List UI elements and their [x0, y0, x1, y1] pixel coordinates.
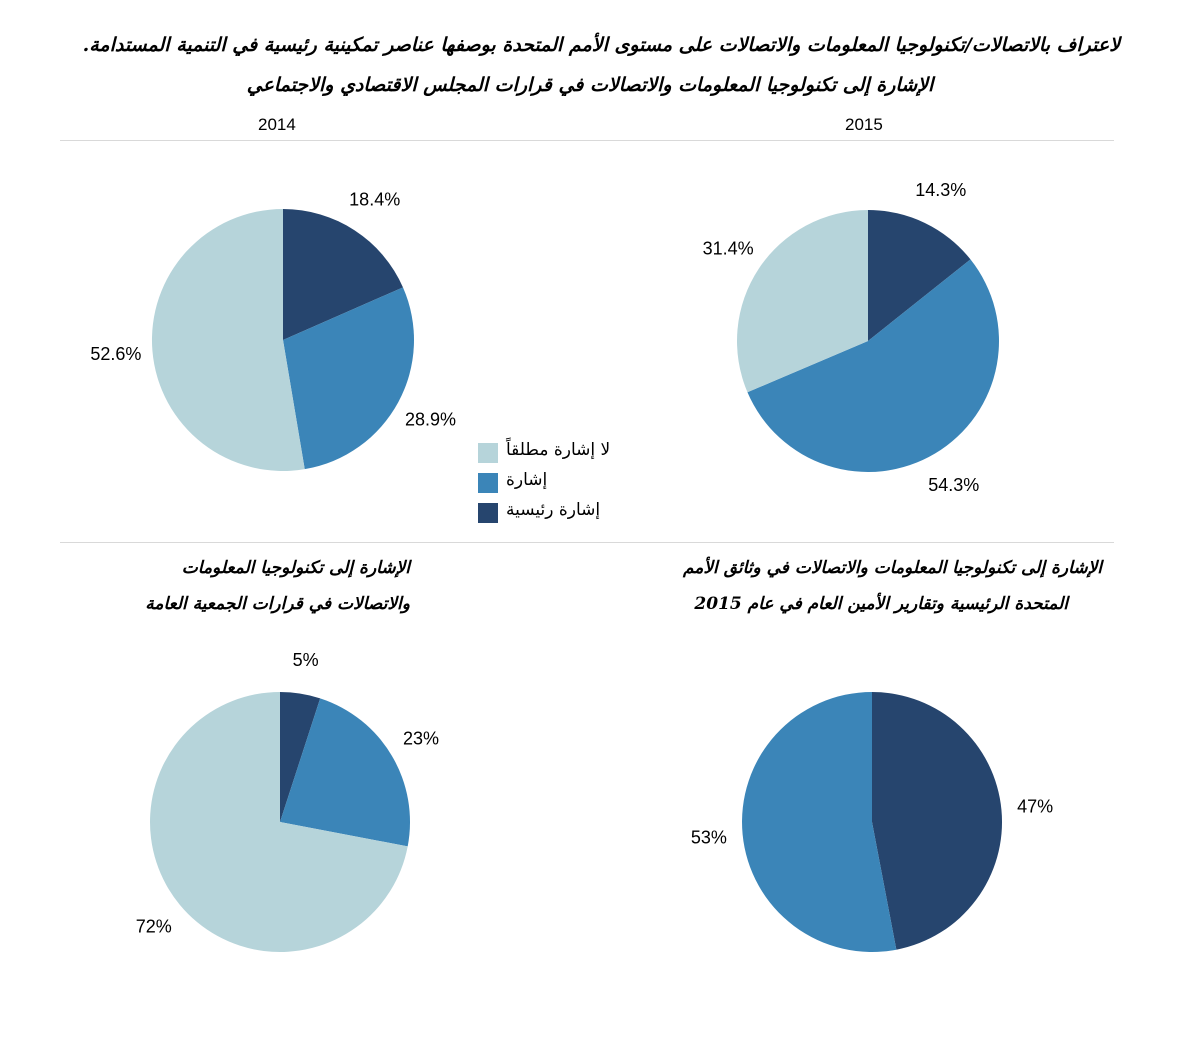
pie-slice-label: 47% [1017, 797, 1053, 817]
subtitle-un-documents: الإشارة إلى تكنولوجيا المعلومات والاتصال… [640, 550, 1102, 622]
subtitle-un-documents-line2: المتحدة الرئيسية وتقارير الأمين العام في… [694, 594, 1068, 614]
pie-slice [742, 692, 897, 953]
legend: لا إشارة مطلقاً إشارة إشارة رئيسية [478, 440, 638, 530]
legend-item-mention: إشارة [478, 470, 638, 500]
pie-slice-label: 23% [403, 729, 439, 749]
pie-2015: 14.3% 54.3% 31.4% [703, 180, 1000, 495]
legend-swatch-mention [478, 473, 498, 493]
pie-slice-label: 28.9% [405, 410, 456, 430]
legend-item-none: لا إشارة مطلقاً [478, 440, 638, 470]
legend-label-key: إشارة رئيسية [506, 500, 601, 520]
year-label-2014: 2014 [258, 115, 296, 134]
subtitle-general-assembly: الإشارة إلى تكنولوجيا المعلومات والاتصال… [140, 550, 410, 622]
pie-slice-label: 72% [136, 916, 172, 936]
pie-slice-label: 52.6% [90, 344, 141, 364]
chart-title-line1: لاعتراف بالاتصالات/تكنولوجيا المعلومات و… [82, 34, 1120, 56]
pie-slice-label: 5% [293, 650, 319, 670]
legend-item-key: إشارة رئيسية [478, 500, 638, 530]
pie-slice [283, 209, 403, 340]
pie-slice-label: 18.4% [349, 190, 400, 210]
pie-slice [151, 209, 305, 472]
pie-slice-label: 14.3% [915, 180, 966, 200]
divider-middle [60, 542, 1114, 543]
pie-slice [280, 698, 411, 847]
legend-swatch-none [478, 443, 498, 463]
subtitle-general-assembly-line2: والاتصالات في قرارات الجمعية العامة [145, 594, 410, 614]
pie-slice [150, 692, 408, 952]
legend-label-none: لا إشارة مطلقاً [506, 440, 611, 460]
year-label-2015: 2015 [845, 115, 883, 134]
pie-slice [283, 287, 414, 470]
pie-slice [872, 692, 1003, 950]
pie-slice [737, 209, 868, 393]
pie-slice-label: 54.3% [928, 475, 979, 495]
pie-2014: 18.4% 28.9% 52.6% [90, 190, 456, 472]
pie-slice [280, 692, 321, 822]
pie-slice [868, 210, 971, 341]
pie-slice [747, 259, 1000, 472]
legend-swatch-key [478, 503, 498, 523]
subtitle-general-assembly-line1: الإشارة إلى تكنولوجيا المعلومات [181, 558, 410, 578]
legend-label-mention: إشارة [506, 470, 548, 490]
chart-title-line2: الإشارة إلى تكنولوجيا المعلومات والاتصال… [246, 74, 934, 96]
pie-slice-label: 53% [691, 827, 727, 847]
pie-general-assembly: 5% 23% 72% [136, 650, 439, 952]
divider-top [60, 140, 1114, 141]
subtitle-un-documents-line1: الإشارة إلى تكنولوجيا المعلومات والاتصال… [682, 558, 1102, 578]
pie-slice-label: 31.4% [703, 239, 754, 259]
pie-un-documents: 47% 53% [691, 692, 1053, 953]
